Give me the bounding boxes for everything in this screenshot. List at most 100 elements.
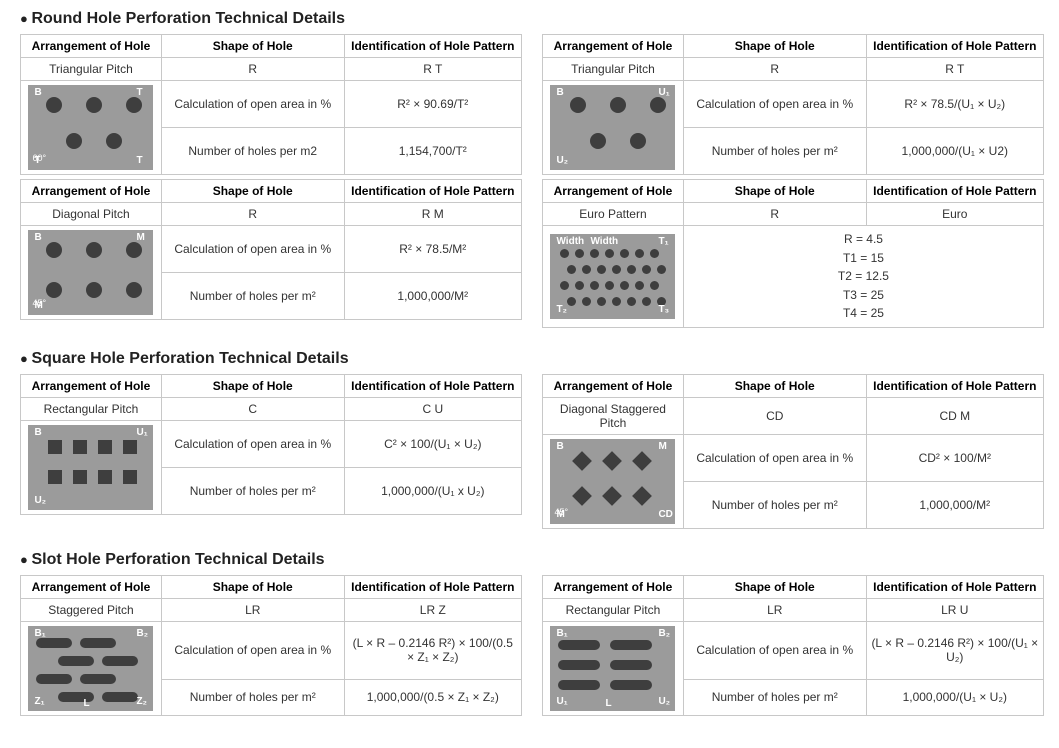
num-label: Number of holes per m2 bbox=[161, 128, 344, 175]
pattern-table: Arrangement of Hole Shape of Hole Identi… bbox=[20, 179, 522, 320]
num-label: Number of holes per m² bbox=[161, 273, 344, 320]
pattern-diagram: BMM45° bbox=[28, 230, 153, 315]
col-shape: Shape of Hole bbox=[161, 374, 344, 397]
diagram-label: T bbox=[136, 87, 142, 98]
table-block: Arrangement of Hole Shape of Hole Identi… bbox=[20, 34, 522, 175]
col-shape: Shape of Hole bbox=[161, 180, 344, 203]
pattern-diagram: BMMCD45° bbox=[550, 439, 675, 524]
pattern-diagram: WidthWidthT₁T₂T₃ bbox=[550, 234, 675, 319]
shape-value: R bbox=[683, 203, 866, 226]
ident-value: R T bbox=[866, 58, 1043, 81]
table-block: Arrangement of Hole Shape of Hole Identi… bbox=[542, 179, 1044, 328]
pattern-diagram: BTTT60° bbox=[28, 85, 153, 170]
diagram-label: B₁ bbox=[34, 628, 45, 639]
diagram-cell: BTTT60° bbox=[21, 81, 162, 175]
shape-value: C bbox=[161, 397, 344, 420]
diagram-label: U₁ bbox=[556, 696, 567, 707]
col-ident: Identification of Hole Pattern bbox=[866, 575, 1043, 598]
col-ident: Identification of Hole Pattern bbox=[344, 180, 521, 203]
num-value: 1,000,000/M² bbox=[866, 481, 1043, 528]
section: Round Hole Perforation Technical Details… bbox=[20, 10, 1039, 328]
col-shape: Shape of Hole bbox=[683, 575, 866, 598]
diagram-label: T₃ bbox=[658, 304, 669, 315]
shape-value: R bbox=[161, 203, 344, 226]
table-block: Arrangement of Hole Shape of Hole Identi… bbox=[542, 575, 1044, 716]
diagram-label: B bbox=[556, 441, 563, 452]
diagram-label: U₂ bbox=[556, 155, 568, 166]
diagram-cell: B U₁ U₂ bbox=[543, 81, 684, 175]
arrangement-value: Triangular Pitch bbox=[543, 58, 684, 81]
shape-value: R bbox=[683, 58, 866, 81]
diagram-label: U₂ bbox=[34, 495, 46, 506]
calc-value: R² × 78.5/M² bbox=[344, 226, 521, 273]
col-shape: Shape of Hole bbox=[683, 35, 866, 58]
calc-value: (L × R – 0.2146 R²) × 100/(U₁ × U₂) bbox=[866, 621, 1043, 679]
section-title: Round Hole Perforation Technical Details bbox=[20, 10, 1039, 28]
diagram-label: B bbox=[34, 87, 41, 98]
num-label: Number of holes per m² bbox=[161, 679, 344, 715]
pattern-diagram: B₁B₂U₁U₂L bbox=[550, 626, 675, 711]
num-value: 1,000,000/M² bbox=[344, 273, 521, 320]
table-block: Arrangement of Hole Shape of Hole Identi… bbox=[20, 179, 522, 328]
num-value: 1,000,000/(U₁ x U₂) bbox=[344, 467, 521, 514]
diagram-label: M bbox=[136, 232, 144, 243]
ident-value: LR Z bbox=[344, 598, 521, 621]
ident-value: LR U bbox=[866, 598, 1043, 621]
pattern-table: Arrangement of Hole Shape of Hole Identi… bbox=[542, 575, 1044, 716]
diagram-label: M bbox=[658, 441, 666, 452]
table-block: Arrangement of Hole Shape of Hole Identi… bbox=[542, 34, 1044, 175]
col-arrangement: Arrangement of Hole bbox=[543, 374, 684, 397]
diagram-label: T bbox=[136, 155, 142, 166]
col-arrangement: Arrangement of Hole bbox=[21, 180, 162, 203]
pattern-table: Arrangement of Hole Shape of Hole Identi… bbox=[20, 374, 522, 515]
diagram-label: Width bbox=[556, 236, 584, 247]
arrangement-value: Rectangular Pitch bbox=[543, 598, 684, 621]
arrangement-value: Diagonal Pitch bbox=[21, 203, 162, 226]
diagram-cell: B₁B₂U₁U₂L bbox=[543, 621, 684, 715]
col-arrangement: Arrangement of Hole bbox=[21, 374, 162, 397]
col-shape: Shape of Hole bbox=[683, 180, 866, 203]
diagram-label: U₂ bbox=[658, 696, 670, 707]
diagram-label: B bbox=[34, 427, 41, 438]
diagram-label: U₁ bbox=[658, 87, 669, 98]
ident-value: CD M bbox=[866, 397, 1043, 434]
col-arrangement: Arrangement of Hole bbox=[21, 35, 162, 58]
pattern-table: Arrangement of Hole Shape of Hole Identi… bbox=[542, 34, 1044, 175]
table-block: Arrangement of Hole Shape of Hole Identi… bbox=[20, 575, 522, 716]
num-label: Number of holes per m² bbox=[683, 679, 866, 715]
diagram-cell: B₁B₂Z₁Z₂L bbox=[21, 621, 162, 715]
pattern-diagram: BU₁U₂ bbox=[28, 425, 153, 510]
calc-label: Calculation of open area in % bbox=[161, 226, 344, 273]
diagram-angle: 45° bbox=[554, 507, 568, 517]
arrangement-value: Triangular Pitch bbox=[21, 58, 162, 81]
col-shape: Shape of Hole bbox=[683, 374, 866, 397]
table-pair: Arrangement of Hole Shape of Hole Identi… bbox=[20, 575, 1039, 716]
diagram-label: CD bbox=[658, 509, 672, 520]
num-value: 1,154,700/T² bbox=[344, 128, 521, 175]
calc-value: C² × 100/(U₁ × U₂) bbox=[344, 420, 521, 467]
calc-label: Calculation of open area in % bbox=[683, 434, 866, 481]
calc-value: (L × R – 0.2146 R²) × 100/(0.5 × Z₁ × Z₂… bbox=[344, 621, 521, 679]
diagram-label: Z₁ bbox=[34, 696, 44, 707]
table-block: Arrangement of Hole Shape of Hole Identi… bbox=[20, 374, 522, 529]
table-pair: Arrangement of Hole Shape of Hole Identi… bbox=[20, 374, 1039, 529]
calc-value: R² × 78.5/(U₁ × U₂) bbox=[866, 81, 1043, 128]
arrangement-value: Euro Pattern bbox=[543, 203, 684, 226]
num-label: Number of holes per m² bbox=[683, 481, 866, 528]
diagram-cell: BMMCD45° bbox=[543, 434, 684, 528]
diagram-cell: WidthWidthT₁T₂T₃ bbox=[543, 226, 684, 328]
section-title: Square Hole Perforation Technical Detail… bbox=[20, 350, 1039, 368]
pattern-table: Arrangement of Hole Shape of Hole Identi… bbox=[20, 34, 522, 175]
section-title: Slot Hole Perforation Technical Details bbox=[20, 551, 1039, 569]
calc-value: R² × 90.69/T² bbox=[344, 81, 521, 128]
diagram-label: B bbox=[556, 87, 563, 98]
calc-label: Calculation of open area in % bbox=[161, 621, 344, 679]
shape-value: CD bbox=[683, 397, 866, 434]
table-pair: Arrangement of Hole Shape of Hole Identi… bbox=[20, 34, 1039, 175]
pattern-table: Arrangement of Hole Shape of Hole Identi… bbox=[542, 374, 1044, 529]
diagram-angle: 60° bbox=[32, 153, 46, 163]
shape-value: LR bbox=[683, 598, 866, 621]
ident-value: R M bbox=[344, 203, 521, 226]
diagram-label: L bbox=[605, 698, 611, 709]
shape-value: R bbox=[161, 58, 344, 81]
